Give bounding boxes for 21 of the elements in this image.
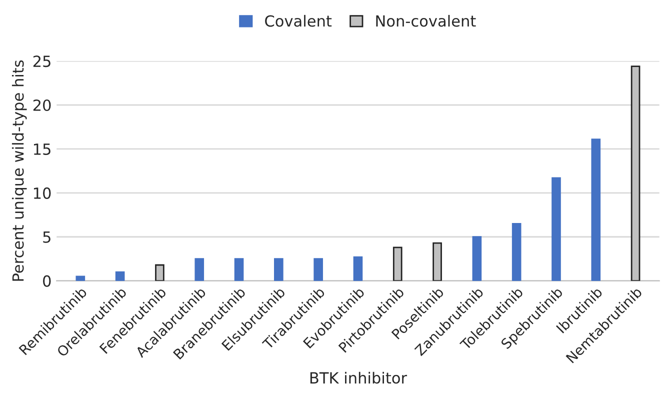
bar xyxy=(591,138,601,281)
bar xyxy=(194,258,204,281)
bar xyxy=(472,236,482,281)
y-tick-label: 10 xyxy=(34,187,51,199)
bar xyxy=(353,256,363,281)
y-tick-label: 25 xyxy=(33,56,50,68)
y-tick-label: 5 xyxy=(43,232,50,243)
bar xyxy=(76,276,86,281)
bar xyxy=(552,177,561,281)
legend-label: Covalent xyxy=(265,14,332,27)
bar xyxy=(314,258,323,281)
bar xyxy=(512,222,522,281)
legend-label: Non-covalent xyxy=(376,14,476,27)
y-tick-label: 0 xyxy=(43,275,51,287)
y-tick-label: 20 xyxy=(33,99,51,112)
bar xyxy=(234,258,244,281)
y-axis-title: Percent unique wild-type hits xyxy=(12,60,27,281)
bar xyxy=(274,258,284,281)
y-tick-label: 15 xyxy=(34,144,50,155)
x-axis-title: BTK inhibitor xyxy=(310,372,408,384)
bar xyxy=(115,271,125,281)
